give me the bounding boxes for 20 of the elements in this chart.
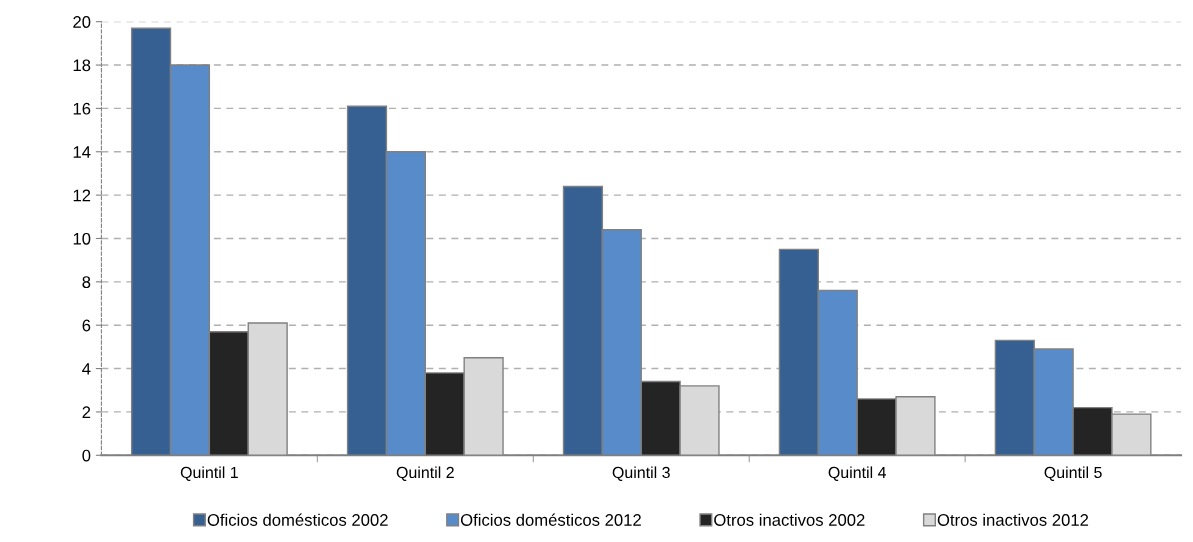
- y-tick-label: 8: [82, 276, 91, 289]
- legend-label: Otros inactivos 2002: [714, 513, 865, 526]
- x-tick-label: Quintil 1: [180, 466, 238, 481]
- y-tick-label: 10: [73, 232, 91, 245]
- legend-label: Otros inactivos 2012: [937, 513, 1089, 526]
- y-tick-label: 2: [82, 406, 91, 418]
- y-tick-label: 20: [73, 16, 91, 28]
- y-tick-label: 18: [73, 59, 91, 72]
- y-tick-label: 16: [73, 102, 91, 115]
- x-tick-label: Quintil 4: [828, 466, 886, 481]
- x-tick-label: Quintil 5: [1044, 466, 1102, 481]
- y-tick-label: 6: [82, 319, 91, 332]
- legend-label: Oficios domésticos 2012: [460, 513, 641, 526]
- y-tick-label: 14: [73, 146, 91, 158]
- y-tick-label: 4: [82, 363, 91, 375]
- y-tick-label: 0: [82, 449, 91, 462]
- legend-label: Oficios domésticos 2002: [207, 513, 388, 526]
- y-tick-label: 12: [73, 189, 91, 202]
- x-tick-label: Quintil 2: [396, 466, 454, 481]
- x-tick-label: Quintil 3: [612, 466, 670, 481]
